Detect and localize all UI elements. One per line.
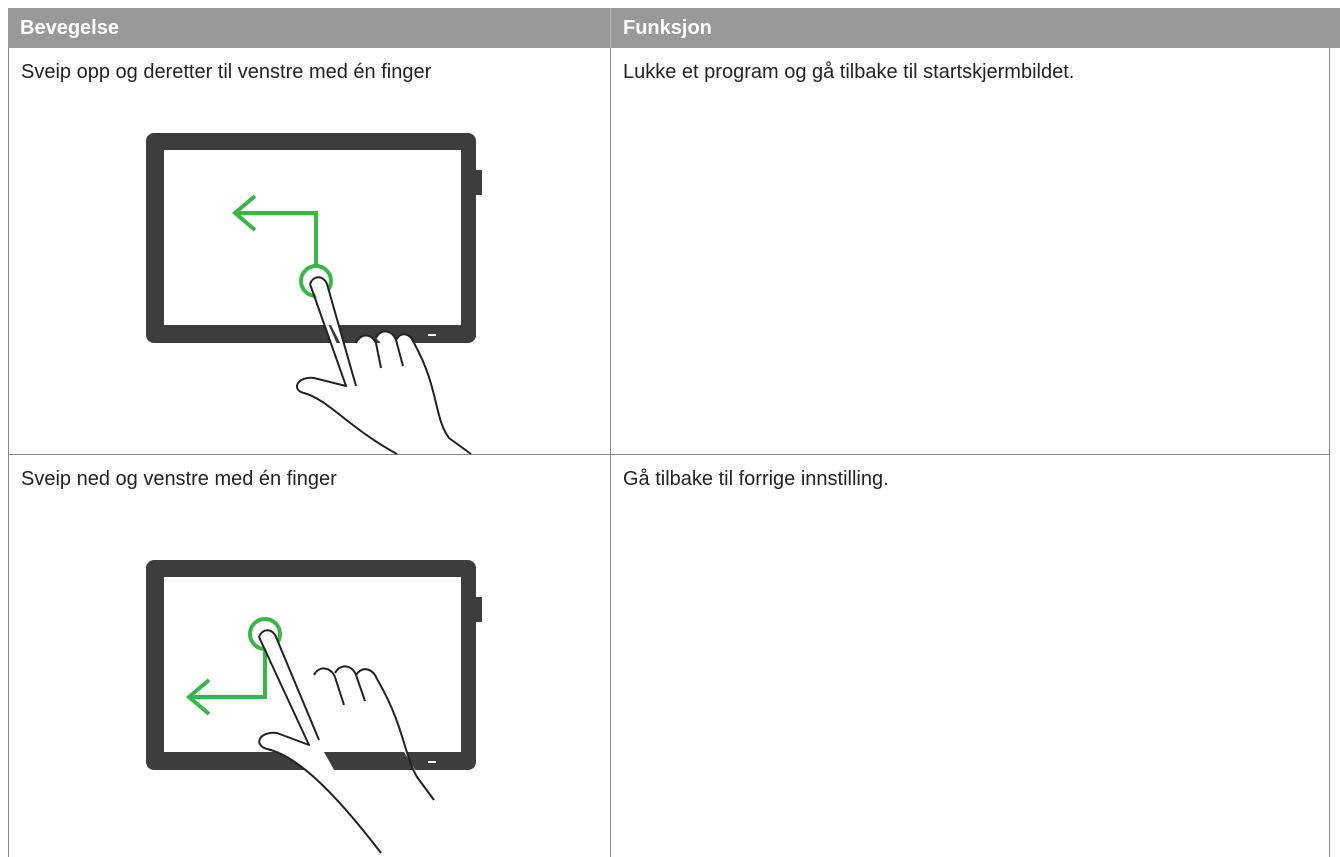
table-cell: Sveip opp og deretter til venstre med én… <box>8 48 610 455</box>
table-cell: Lukke et program og gå tilbake til start… <box>610 48 1330 455</box>
gesture-illustration <box>146 133 482 455</box>
function-text: Gå tilbake til forrige innstilling. <box>623 468 889 490</box>
table-cell: Sveip ned og venstre med én finger <box>8 455 610 857</box>
function-text: Lukke et program og gå tilbake til start… <box>623 61 1075 83</box>
gesture-text: Sveip ned og venstre med én finger <box>21 468 337 490</box>
header-cell: Bevegelse <box>8 8 610 48</box>
header-cell: Funksjon <box>610 8 1340 48</box>
gesture-text: Sveip opp og deretter til venstre med én… <box>21 61 432 83</box>
table-cell: Gå tilbake til forrige innstilling. <box>610 455 1330 857</box>
gesture-illustration <box>146 560 482 854</box>
